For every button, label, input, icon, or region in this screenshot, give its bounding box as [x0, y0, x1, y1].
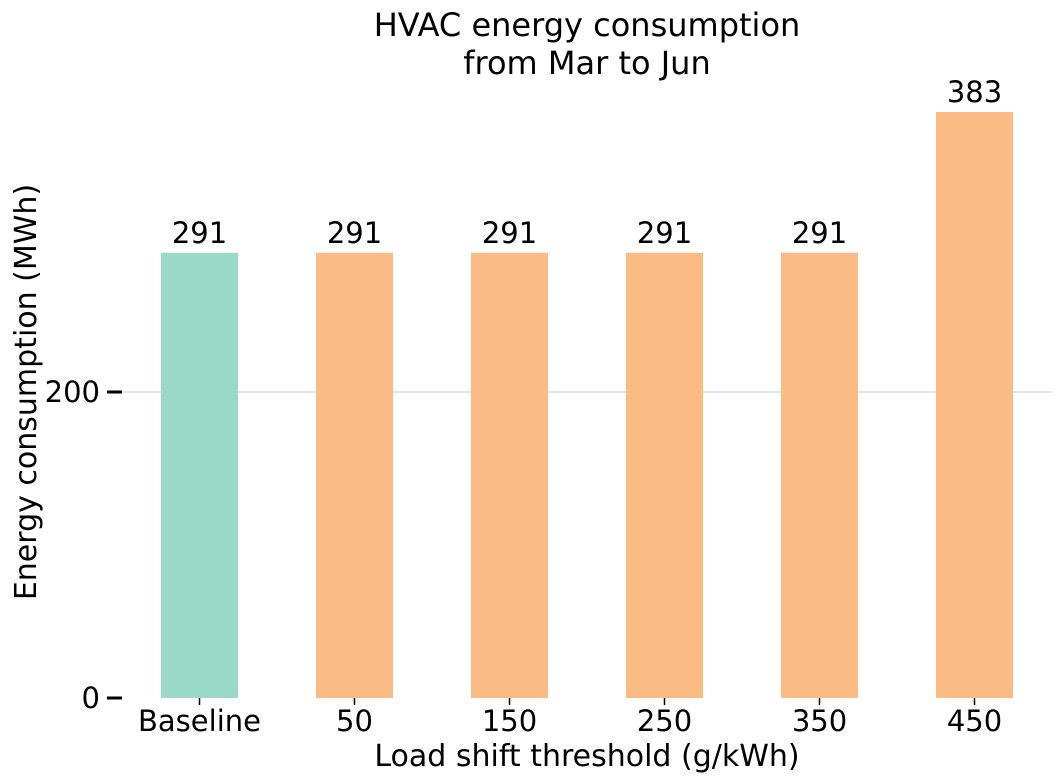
bar-450 — [936, 112, 1013, 698]
chart-title-line-2: from Mar to Jun — [463, 44, 710, 82]
bar-50 — [316, 252, 393, 698]
x-tick-label-250: 250 — [637, 704, 692, 738]
y-axis: 0 200 — [45, 375, 122, 715]
y-tick-label-0: 0 — [82, 681, 100, 715]
data-label-50: 291 — [327, 216, 382, 250]
data-label-350: 291 — [792, 216, 847, 250]
data-label-250: 291 — [637, 216, 692, 250]
bar-150 — [471, 252, 548, 698]
data-label-450: 383 — [947, 75, 1002, 109]
x-tick-label-baseline: Baseline — [138, 704, 261, 738]
x-tick-label-450: 450 — [947, 704, 1002, 738]
y-tick-label-200: 200 — [45, 375, 100, 409]
chart-title: HVAC energy consumption from Mar to Jun — [374, 6, 801, 82]
data-label-baseline: 291 — [172, 216, 227, 250]
bar-250 — [626, 252, 703, 698]
bar-350 — [781, 252, 858, 698]
x-tick-label-150: 150 — [482, 704, 537, 738]
x-tick-label-350: 350 — [792, 704, 847, 738]
x-axis: Baseline 50 150 250 350 450 — [138, 698, 1002, 738]
bars — [161, 112, 1013, 698]
bar-baseline — [161, 252, 238, 698]
data-label-150: 291 — [482, 216, 537, 250]
x-axis-label: Load shift threshold (g/kWh) — [374, 739, 799, 774]
y-axis-label: Energy consumption (MWh) — [9, 184, 44, 600]
data-labels: 291 291 291 291 291 383 — [172, 75, 1002, 250]
chart-title-line-1: HVAC energy consumption — [374, 6, 801, 44]
x-tick-label-50: 50 — [336, 704, 373, 738]
